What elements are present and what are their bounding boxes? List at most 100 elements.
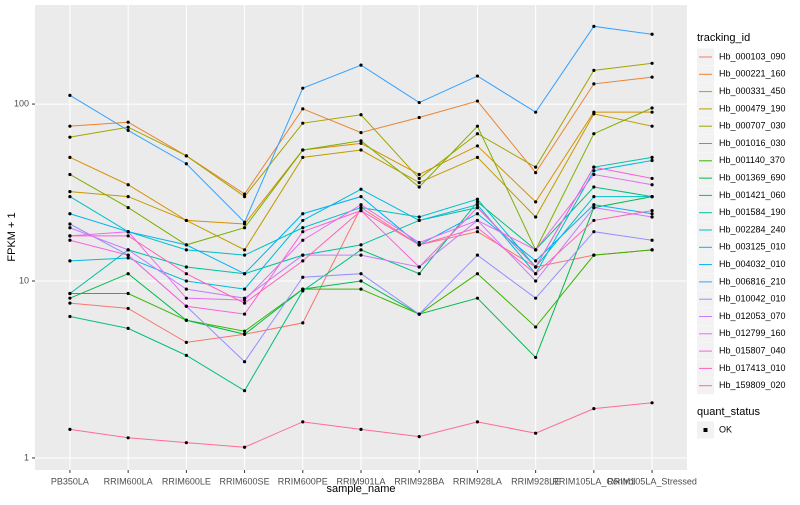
data-point — [126, 253, 130, 257]
x-tick-label: RRIM600LE — [162, 476, 211, 486]
legend-label: Hb_000707_030 — [719, 121, 786, 131]
x-tick-label: RRIM928BA — [394, 476, 444, 486]
data-point — [242, 298, 247, 302]
data-point — [68, 301, 72, 305]
data-point — [592, 407, 596, 411]
data-point — [184, 154, 188, 158]
legend-label: Hb_000331_450 — [719, 86, 786, 96]
data-point — [475, 420, 480, 424]
data-point — [68, 234, 72, 238]
data-point — [650, 248, 654, 252]
data-point — [68, 155, 72, 159]
data-point — [301, 107, 305, 111]
data-point — [417, 176, 421, 181]
data-point — [68, 238, 72, 242]
data-point — [68, 222, 72, 226]
data-point — [475, 212, 480, 216]
data-point — [242, 360, 247, 364]
data-point — [126, 194, 130, 199]
data-point — [475, 272, 480, 276]
legend-label: Hb_017413_010 — [719, 363, 786, 373]
data-point — [301, 226, 305, 230]
data-point — [301, 321, 305, 325]
data-point — [184, 279, 188, 283]
data-point — [242, 445, 247, 449]
data-point — [359, 205, 363, 210]
data-point — [184, 248, 188, 252]
legend-label: Hb_001369_690 — [719, 172, 786, 182]
data-point — [534, 296, 538, 300]
data-point — [126, 248, 130, 252]
data-point — [126, 306, 130, 311]
data-point — [417, 172, 421, 177]
data-point — [475, 74, 480, 78]
legend-title: tracking_id — [697, 32, 750, 44]
data-point — [475, 99, 480, 103]
data-point — [592, 132, 596, 136]
data-point — [126, 183, 130, 187]
data-point — [417, 312, 421, 316]
data-point — [301, 121, 305, 125]
data-point — [592, 82, 596, 86]
data-point — [534, 170, 538, 175]
data-point — [359, 209, 363, 213]
data-point — [650, 75, 654, 79]
data-point — [242, 248, 247, 252]
data-point — [534, 165, 538, 169]
data-point — [184, 296, 188, 300]
y-tick-label: 1 — [24, 452, 29, 462]
data-point — [650, 106, 654, 110]
data-point — [359, 427, 363, 432]
data-point — [359, 141, 363, 145]
data-point — [417, 218, 421, 223]
x-axis-title: sample_name — [326, 483, 395, 495]
data-point — [475, 230, 480, 234]
legend-label: Hb_000221_160 — [719, 69, 786, 79]
data-point — [184, 243, 188, 247]
data-point — [475, 124, 480, 128]
data-point — [68, 314, 72, 319]
data-point — [184, 265, 188, 269]
data-point — [359, 187, 363, 191]
data-point — [650, 215, 654, 219]
data-point — [126, 120, 130, 124]
data-point — [417, 243, 421, 247]
data-point — [126, 326, 130, 330]
data-point — [301, 238, 305, 242]
data-point — [184, 218, 188, 223]
data-point — [184, 340, 188, 344]
data-point — [475, 296, 480, 300]
x-tick-label: PB350LA — [51, 476, 89, 486]
data-point — [68, 291, 72, 296]
data-point — [650, 212, 654, 216]
data-point — [475, 155, 480, 159]
data-point — [592, 218, 596, 223]
data-point — [126, 234, 130, 238]
data-point — [650, 238, 654, 242]
x-tick-label: RRIM901LA — [336, 476, 385, 486]
data-point — [242, 194, 247, 199]
legend-label: Hb_004032_010 — [719, 259, 786, 269]
data-point — [68, 190, 72, 194]
data-point — [68, 212, 72, 216]
x-tick-label: RRIM105LA_Control — [552, 476, 635, 486]
data-point — [184, 441, 188, 445]
data-point — [417, 100, 421, 105]
data-point — [359, 194, 363, 199]
y-axis-title: FPKM + 1 — [6, 212, 18, 261]
data-point — [301, 86, 305, 90]
data-point — [126, 256, 130, 260]
legend-label: Hb_003125_010 — [719, 242, 786, 252]
data-point — [301, 275, 305, 279]
data-point — [301, 218, 305, 223]
legend-label: Hb_001016_030 — [719, 138, 786, 148]
data-point — [359, 139, 363, 143]
data-point — [475, 203, 480, 207]
legend-label: Hb_015807_040 — [719, 345, 786, 355]
legend-label: Hb_006816_210 — [719, 276, 786, 286]
data-point — [475, 197, 480, 201]
data-point — [242, 301, 247, 305]
data-point — [301, 212, 305, 216]
data-point — [242, 312, 247, 316]
x-tick-label: RRIM600SE — [220, 476, 270, 486]
